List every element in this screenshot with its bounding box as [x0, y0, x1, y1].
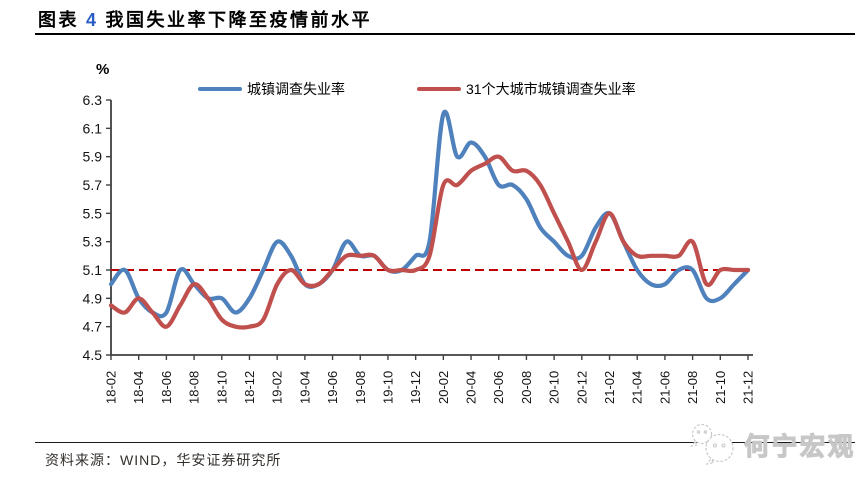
x-tick-label: 21-06 — [657, 371, 672, 404]
legend-line-red — [417, 86, 461, 92]
x-tick-label: 20-06 — [491, 371, 506, 404]
x-tick-label: 18-06 — [159, 371, 174, 404]
legend-item-31cities: 31个大城市城镇调查失业率 — [417, 79, 636, 99]
x-tick-label: 20-02 — [436, 371, 451, 404]
y-tick-label: 6.3 — [83, 92, 103, 108]
y-tick-label: 5.9 — [83, 149, 103, 165]
series-line-urban — [108, 109, 751, 319]
legend-label-urban: 城镇调查失业率 — [247, 81, 345, 97]
x-tick-label: 19-02 — [270, 371, 285, 404]
x-tick-label: 18-04 — [131, 371, 146, 404]
x-tick-label: 18-08 — [187, 371, 202, 404]
footer-divider — [35, 442, 855, 443]
x-tick-label: 21-02 — [602, 371, 617, 404]
x-tick-label: 21-12 — [741, 371, 756, 404]
x-tick-label: 19-08 — [353, 371, 368, 404]
watermark: 何宁宏观 — [688, 421, 856, 469]
y-tick-label: 4.5 — [83, 347, 103, 363]
x-tick-label: 21-10 — [713, 371, 728, 404]
x-tick-label: 20-12 — [574, 371, 589, 404]
y-tick-label: 5.1 — [83, 262, 103, 278]
y-tick-label: 5.7 — [83, 177, 103, 193]
figure-number: 4 — [86, 10, 99, 30]
x-tick-label: 21-08 — [685, 371, 700, 404]
x-tick-label: 18-10 — [214, 371, 229, 404]
figure-label: 图表 — [38, 10, 79, 30]
figure-title-text: 我国失业率下降至疫情前水平 — [105, 10, 373, 30]
chart-legend: 城镇调查失业率 31个大城市城镇调查失业率 — [198, 79, 636, 99]
y-axis-unit-label: % — [96, 61, 110, 78]
legend-label-31cities: 31个大城市城镇调查失业率 — [466, 81, 636, 97]
y-tick-label: 4.9 — [83, 290, 103, 306]
y-tick-label: 6.1 — [83, 120, 103, 136]
wechat-bubbles-icon — [689, 423, 734, 465]
series-line-31cities — [108, 154, 751, 330]
x-tick-label: 19-04 — [297, 371, 312, 404]
x-tick-label: 19-12 — [408, 371, 423, 404]
figure-title: 图表 4 我国失业率下降至疫情前水平 — [38, 6, 372, 32]
x-tick-label: 21-04 — [630, 371, 645, 404]
y-tick-label: 5.5 — [83, 205, 103, 221]
y-tick-label: 4.7 — [83, 319, 103, 335]
x-tick-label: 19-06 — [325, 371, 340, 404]
x-tick-label: 19-10 — [380, 371, 395, 404]
watermark-text: 何宁宏观 — [743, 432, 857, 461]
title-divider — [35, 33, 855, 35]
legend-line-blue — [198, 86, 242, 92]
source-note: 资料来源：WIND，华安证券研究所 — [45, 452, 282, 468]
x-tick-label: 20-08 — [519, 371, 534, 404]
x-tick-label: 18-12 — [242, 371, 257, 404]
legend-item-urban: 城镇调查失业率 — [198, 79, 345, 99]
y-tick-label: 5.3 — [83, 234, 103, 250]
x-tick-label: 20-04 — [464, 371, 479, 404]
x-tick-label: 20-10 — [547, 371, 562, 404]
x-tick-label: 18-02 — [104, 371, 119, 404]
